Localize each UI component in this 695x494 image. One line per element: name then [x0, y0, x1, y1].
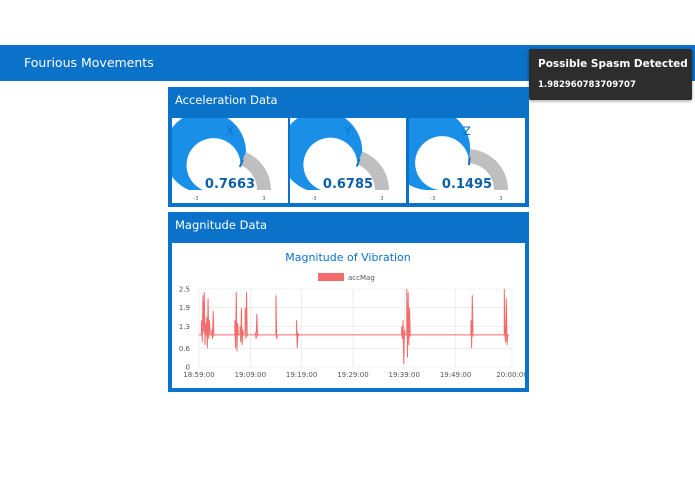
gauge-min-label: -3	[312, 196, 317, 202]
x-tick-label: 19:39:00	[389, 371, 420, 379]
gauge-needle	[238, 159, 244, 168]
legend-label: accMag	[348, 274, 375, 282]
y-tick-label: 0	[186, 364, 190, 372]
series-line-accmag	[199, 288, 510, 364]
gauge-max-label: 3	[499, 196, 502, 202]
magnitude-group-title: Magnitude Data	[175, 218, 268, 232]
acceleration-group: Acceleration Data 0.7663 -3 3 X 0.6785 -3 3 …	[168, 87, 529, 207]
gauge-y: 0.6785 -3 3	[290, 118, 389, 202]
gauge-max-label: 3	[262, 196, 265, 202]
acceleration-group-title: Acceleration Data	[175, 93, 278, 107]
x-tick-label: 19:49:00	[440, 371, 471, 379]
gauge-track	[240, 152, 271, 190]
gauge-fill	[172, 118, 247, 190]
legend-swatch	[318, 273, 344, 281]
chart-title: Magnitude of Vibration	[285, 251, 411, 264]
notification-value: 1.982960783709707	[538, 80, 636, 90]
y-tick-label: 1.3	[179, 323, 190, 331]
y-tick-label: 0.6	[179, 345, 191, 353]
app-title: Fourious Movements	[24, 55, 154, 70]
gauge-value: 0.1495	[442, 177, 492, 192]
gauge-value: 0.7663	[205, 177, 255, 192]
gauge-label-z: Z	[463, 124, 471, 138]
magnitude-group: Magnitude Data Magnitude of Vibration acc…	[168, 212, 529, 392]
gauge-card-y: 0.6785 -3 3 Y	[290, 118, 406, 203]
gauge-track	[357, 151, 389, 190]
gauge-needle	[355, 158, 361, 167]
magnitude-chart: Magnitude of Vibration accMag 0 0.6 1.3 1.9 2.…	[179, 251, 528, 379]
gauge-min-label: -3	[431, 196, 436, 202]
gauge-track	[469, 149, 508, 190]
gauge-x: 0.7663 -3 3	[172, 118, 271, 202]
x-tick-label: 20:00:00	[496, 371, 525, 379]
gauge-label-x: X	[226, 124, 234, 138]
x-tick-label: 19:09:00	[235, 371, 266, 379]
gauge-card-z: 0.1495 -3 3 Z	[409, 118, 525, 203]
gauge-label-y: Y	[344, 124, 352, 138]
magnitude-chart-card: Magnitude of Vibration accMag 0 0.6 1.3 1.9 2.…	[172, 243, 528, 388]
gauge-value: 0.6785	[323, 177, 373, 192]
gauge-card-x: 0.7663 -3 3 X	[172, 118, 288, 203]
gauge-needle	[467, 157, 471, 166]
y-tick-label: 2.5	[179, 286, 190, 294]
gauge-fill	[409, 118, 471, 190]
gauge-max-label: 3	[380, 196, 383, 202]
x-tick-label: 18:59:00	[183, 371, 214, 379]
gauge-min-label: -3	[194, 196, 199, 202]
y-tick-label: 1.9	[179, 304, 190, 312]
gauge-fill	[290, 118, 363, 190]
gauge-z: 0.1495 -3 3	[409, 118, 508, 202]
notification-title: Possible Spasm Detected	[538, 58, 688, 70]
spasm-notification[interactable]: Possible Spasm Detected 1.98296078370970…	[529, 49, 692, 100]
x-tick-label: 19:19:00	[286, 371, 317, 379]
x-tick-label: 19:29:00	[337, 371, 368, 379]
